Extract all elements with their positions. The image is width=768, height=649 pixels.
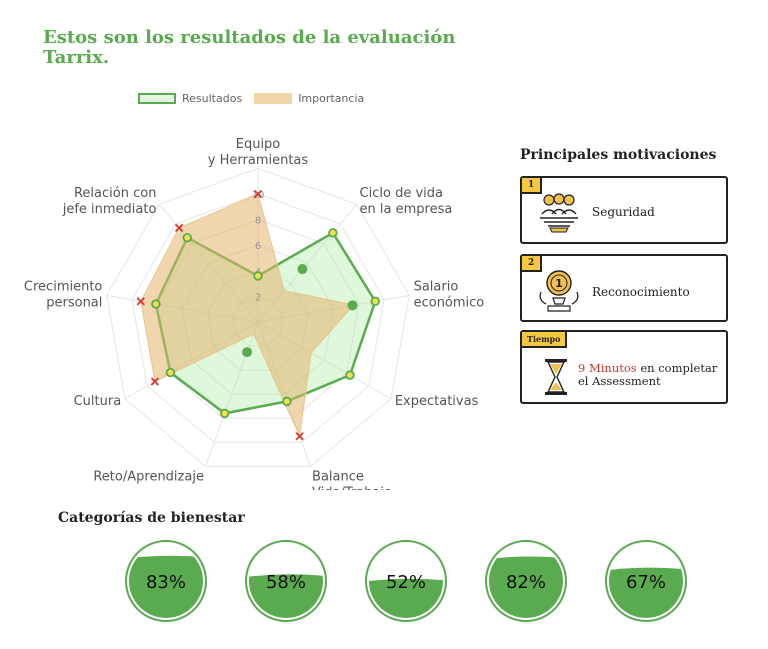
radial-tick-label: 6	[255, 241, 261, 252]
svg-text:1: 1	[555, 277, 563, 290]
motivation-label: Seguridad	[592, 205, 655, 219]
result-point[interactable]	[220, 408, 230, 419]
gauge-fill	[609, 567, 683, 618]
legend-swatch-resultados[interactable]	[138, 93, 176, 104]
motivation-card-2: 2 1 Reconocimiento	[520, 254, 728, 322]
result-point[interactable]	[151, 299, 161, 309]
hourglass-icon	[545, 359, 567, 395]
axis-label: Relación con jefe inmediato	[62, 186, 157, 217]
chart-legend: Resultados Importancia	[138, 92, 364, 105]
radial-tick-label: 2	[255, 292, 261, 303]
highlight-dot[interactable]	[347, 300, 358, 311]
result-point[interactable]	[165, 367, 176, 378]
radial-tick-label: 10	[252, 190, 265, 201]
gauge-fill	[369, 578, 443, 618]
gauge-label: 67%	[626, 572, 666, 593]
highlight-dot[interactable]	[242, 347, 253, 358]
gauge-label: 52%	[386, 572, 426, 593]
result-point[interactable]	[370, 296, 380, 307]
wellbeing-gauge: 58%	[245, 540, 327, 622]
gauge-label: 83%	[146, 572, 186, 593]
page-title: Estos son los resultados de la evaluació…	[43, 27, 456, 68]
result-point[interactable]	[345, 370, 355, 380]
rank-badge: 2	[522, 256, 543, 272]
wellbeing-title: Categorías de bienestar	[58, 510, 245, 526]
time-badge: Tiempo	[522, 332, 568, 348]
time-text-line2: el Assessment	[578, 374, 661, 388]
motivations-title: Principales motivaciones	[520, 147, 717, 163]
axis-label: Ciclo de vida en la empresa	[360, 186, 453, 217]
importance-marker[interactable]	[136, 297, 145, 306]
importance-marker[interactable]	[295, 432, 304, 441]
gauge-label: 82%	[506, 572, 546, 593]
highlight-dot[interactable]	[297, 264, 308, 275]
team-icon	[540, 193, 578, 233]
time-highlight: 9 Minutos	[578, 361, 637, 375]
grid-ring	[106, 167, 410, 467]
medal-icon: 1	[539, 270, 579, 312]
axis-label: Cultura	[74, 394, 122, 409]
time-card: Tiempo 9 Minutos en completar el Assessm…	[520, 330, 728, 404]
rank-badge: 1	[522, 178, 543, 194]
gauge-fill	[249, 574, 323, 618]
axis-spoke	[204, 321, 259, 467]
radial-tick-label: 8	[255, 216, 261, 227]
gauge-label: 58%	[266, 572, 306, 593]
result-point[interactable]	[282, 396, 292, 407]
axis-label: Reto/Aprendizaje	[93, 469, 204, 484]
motivation-card-1: 1 Seguridad	[520, 176, 728, 244]
wellbeing-gauge: 67%	[605, 540, 687, 622]
axis-label: Equipo y Herramientas	[208, 137, 309, 168]
wellbeing-gauge: 52%	[365, 540, 447, 622]
time-text-line1: en completar	[636, 361, 718, 375]
importance-marker[interactable]	[150, 377, 160, 386]
axis-label: BalanceVida/Trabajo	[312, 469, 392, 490]
result-point[interactable]	[328, 228, 338, 238]
result-point[interactable]	[182, 232, 192, 243]
gauge-fill	[129, 555, 203, 618]
axis-label: Expectativas	[395, 394, 479, 409]
series-area-importancia	[140, 193, 355, 439]
importance-marker[interactable]	[253, 189, 263, 199]
motivation-label: Reconocimiento	[592, 285, 690, 299]
grid-ring	[131, 193, 385, 443]
legend-label-importancia: Importancia	[298, 92, 365, 105]
importance-marker[interactable]	[174, 223, 184, 233]
result-point[interactable]	[253, 271, 263, 281]
axis-label: Crecimiento personal	[24, 280, 103, 311]
legend-swatch-importancia[interactable]	[254, 93, 293, 104]
axis-label: Salario económico	[414, 280, 485, 311]
wellbeing-gauge: 82%	[485, 540, 567, 622]
time-text: 9 Minutos en completar el Assessment	[578, 362, 724, 388]
gauge-fill	[489, 556, 563, 618]
legend-label-resultados: Resultados	[182, 92, 243, 105]
wellbeing-gauge: 83%	[125, 540, 207, 622]
